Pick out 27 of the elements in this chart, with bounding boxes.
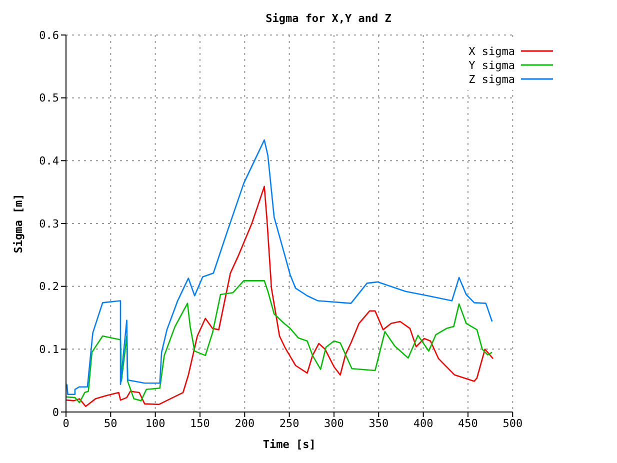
y-tick-label: 0.5 — [39, 92, 59, 105]
x-tick-label: 150 — [190, 416, 210, 430]
x-tick-label: 400 — [413, 416, 434, 430]
legend-label: Y sigma — [468, 58, 515, 72]
y-tick-label: 0.6 — [39, 28, 59, 42]
x-tick-label: 200 — [234, 416, 255, 430]
x-tick-label: 500 — [502, 416, 523, 430]
y-tick-label: 0.2 — [39, 280, 59, 294]
x-axis-title: Time [s] — [262, 438, 316, 451]
x-tick-label: 100 — [145, 416, 166, 430]
y-tick-label: 0.4 — [39, 154, 60, 168]
y-tick-label: 0 — [52, 406, 59, 419]
y-axis-title: Sigma [m] — [12, 194, 25, 254]
line-series — [66, 139, 493, 396]
x-tick-label: 0 — [62, 416, 70, 430]
legend-label: X sigma — [468, 44, 515, 58]
x-tick-label: 250 — [279, 416, 300, 430]
x-tick-label: 300 — [324, 416, 344, 430]
line-series — [66, 186, 494, 407]
x-tick-label: 350 — [368, 416, 389, 430]
x-tick-label: 50 — [104, 416, 118, 430]
y-tick-label: 0.1 — [39, 343, 59, 356]
x-tick-label: 450 — [458, 416, 478, 430]
line-series — [66, 280, 493, 404]
chart-title: Sigma for X,Y and Z — [264, 11, 392, 27]
legend-label: Z sigma — [468, 72, 515, 86]
y-tick-label: 0.3 — [39, 217, 59, 230]
